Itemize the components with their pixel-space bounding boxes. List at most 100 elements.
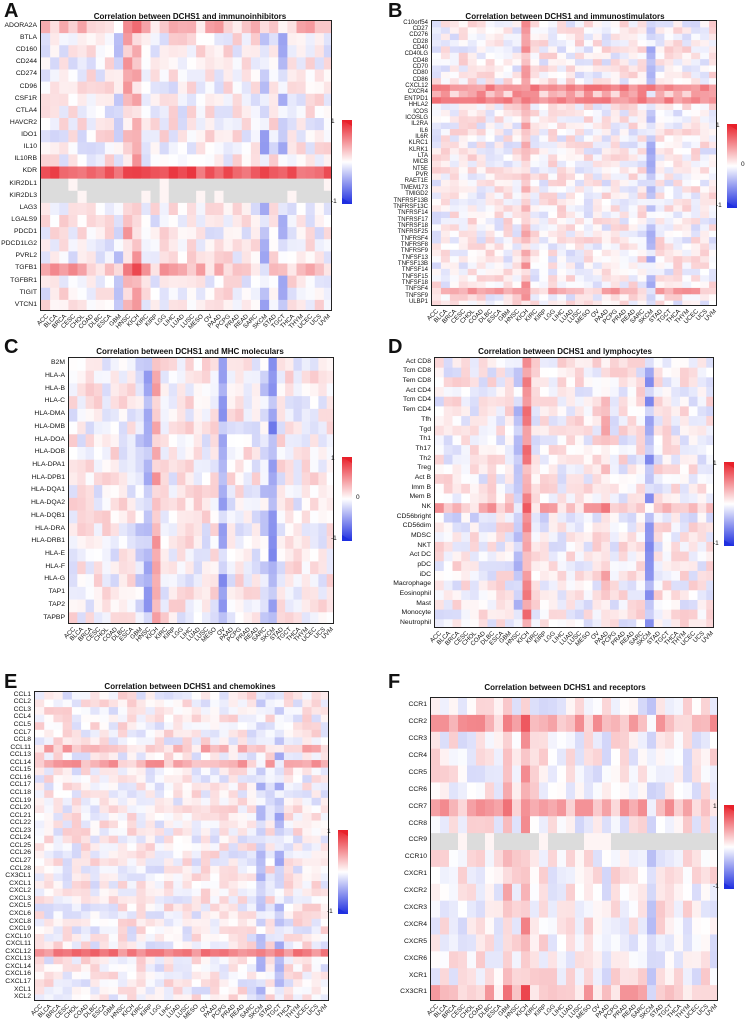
heatmap-cell [444, 484, 453, 494]
heatmap-cell [575, 85, 584, 92]
heatmap-cell [196, 167, 206, 180]
heatmap-cell [96, 70, 106, 83]
heatmap-cell [557, 116, 566, 123]
heatmap-cell [293, 752, 303, 760]
heatmap-cell [265, 873, 275, 881]
heatmap-cell [450, 263, 459, 270]
heatmap-cell [151, 142, 161, 155]
heatmap-cell [233, 300, 243, 310]
heatmap-cell [620, 154, 629, 161]
heatmap-cell [164, 904, 174, 912]
heatmap-cell [72, 760, 82, 768]
heatmap-cell [549, 426, 558, 436]
heatmap-cell [78, 167, 88, 180]
heatmap-cell [202, 612, 211, 623]
heatmap-cell [647, 129, 656, 136]
heatmap-cell [68, 130, 78, 143]
heatmap-cell [470, 532, 479, 542]
heatmap-cell [169, 485, 178, 498]
heatmap-cell [495, 269, 504, 276]
heatmap-cell [601, 571, 610, 581]
heatmap-cell [90, 896, 100, 904]
heatmap-cell [59, 21, 69, 34]
heatmap-cell [109, 783, 119, 791]
heatmap-cell [620, 34, 629, 41]
heatmap-cell [638, 104, 647, 111]
heatmap-cell [224, 179, 234, 192]
heatmap-cell [504, 78, 513, 85]
heatmap-cell [87, 142, 97, 155]
heatmap-cell [178, 21, 188, 34]
heatmap-cell [488, 358, 497, 368]
heatmap-cell [453, 435, 462, 445]
heatmap-cell [160, 396, 169, 409]
heatmap-cell [601, 610, 610, 620]
heatmap-cell [523, 474, 532, 484]
heatmap-cell [160, 422, 169, 435]
heatmap-cell [523, 387, 532, 397]
heatmap-cell [53, 873, 63, 881]
heatmap-cell [183, 813, 193, 821]
heatmap-cell [152, 396, 161, 409]
heatmap-cell [214, 45, 224, 58]
heatmap-cell [277, 574, 286, 587]
heatmap-cell [523, 455, 532, 465]
heatmap-cell [269, 167, 279, 180]
heatmap-cell [521, 294, 530, 301]
heatmap-cell [459, 123, 468, 130]
heatmap-cell [224, 167, 234, 180]
heatmap-cell [602, 224, 611, 231]
heatmap-cell [252, 358, 261, 371]
heatmap-cell [628, 484, 637, 494]
heatmap-cell [638, 193, 647, 200]
heatmap-cell [306, 276, 316, 289]
heatmap-cell [575, 552, 584, 562]
heatmap-cell [155, 851, 165, 859]
heatmap-cell [102, 498, 111, 511]
heatmap-cell [709, 237, 716, 244]
heatmap-cell [504, 91, 513, 98]
heatmap-cell [141, 45, 151, 58]
heatmap-cell [224, 264, 234, 277]
heatmap-cell [302, 730, 312, 738]
heatmap-cell [575, 27, 584, 34]
heatmap-cell [144, 409, 153, 422]
heatmap-cell [202, 396, 211, 409]
heatmap-cell [700, 59, 709, 66]
heatmap-cell [691, 53, 700, 60]
heatmap-cell [127, 752, 137, 760]
heatmap-cell [566, 97, 575, 104]
heatmap-cell [297, 227, 307, 240]
heatmap-cell [118, 715, 128, 723]
heatmap-cell [663, 552, 672, 562]
heatmap-cell [285, 434, 294, 447]
row-label: CD244 [1, 58, 37, 65]
heatmap-cell [647, 27, 656, 34]
heatmap-cell [479, 377, 488, 387]
heatmap-cell [247, 730, 257, 738]
heatmap-cell [620, 167, 629, 174]
heatmap-cell [233, 70, 243, 83]
heatmap-cell [682, 78, 691, 85]
heatmap-cell [177, 587, 186, 600]
heatmap-cell [540, 435, 549, 445]
heatmap-cell [645, 542, 654, 552]
heatmap-cell [105, 288, 115, 301]
heatmap-cell [72, 737, 82, 745]
heatmap-cell [584, 600, 593, 610]
heatmap-cell [260, 82, 270, 95]
heatmap-cell [260, 21, 270, 34]
heatmap-cell [504, 34, 513, 41]
heatmap-cell [654, 445, 663, 455]
heatmap-cell [287, 276, 297, 289]
heatmap-cell [638, 218, 647, 225]
heatmap-grid [34, 691, 329, 1001]
heatmap-cell [620, 263, 629, 270]
heatmap-cell [664, 135, 673, 142]
heatmap-cell [566, 123, 575, 130]
heatmap-cell [444, 503, 453, 513]
heatmap-cell [169, 203, 179, 216]
colorbar-tick-label: -1 [331, 535, 337, 542]
heatmap-cell [132, 45, 142, 58]
heatmap-cell [682, 282, 691, 289]
